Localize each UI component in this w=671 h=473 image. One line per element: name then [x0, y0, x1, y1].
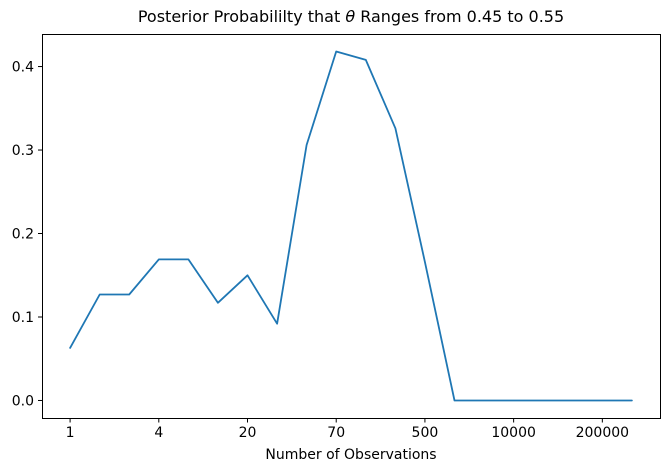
- y-tick-label: 0.2: [12, 227, 34, 243]
- theta-symbol: θ: [345, 7, 356, 26]
- y-tick-label: 0.4: [12, 60, 34, 76]
- x-tick-label: 1: [66, 425, 75, 441]
- y-tick-label: 0.3: [12, 143, 34, 159]
- x-tick-label: 20: [239, 425, 257, 441]
- chart-title: Posterior Probabililty that θ Ranges fro…: [42, 7, 660, 26]
- plot-frame: [42, 34, 661, 419]
- y-tick-label: 0.1: [12, 310, 34, 326]
- x-tick-label: 70: [327, 425, 345, 441]
- x-tick-label: 4: [154, 425, 163, 441]
- posterior-probability-line: [69, 50, 633, 402]
- chart-title-text-pre: Posterior Probabililty that: [137, 7, 346, 26]
- x-tick-label: 500: [412, 425, 439, 441]
- chart-title-text-post: Ranges from 0.45 to 0.55: [355, 7, 565, 26]
- y-tick-label: 0.0: [12, 393, 34, 409]
- x-tick-label: 10000: [491, 425, 536, 441]
- x-axis-label: Number of Observations: [265, 447, 436, 463]
- x-tick-label: 200000: [576, 425, 629, 441]
